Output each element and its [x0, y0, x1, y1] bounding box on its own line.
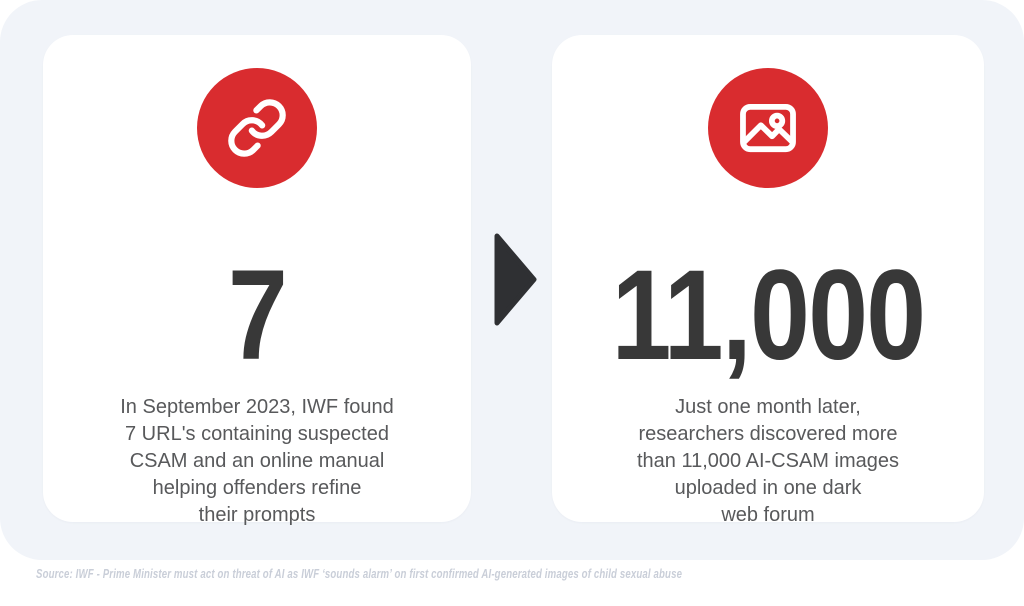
link-icon — [228, 99, 286, 157]
image-icon-badge — [708, 68, 828, 188]
image-icon — [740, 103, 796, 153]
stat-card-urls: 7 In September 2023, IWF found 7 URL's c… — [43, 35, 471, 526]
stat-description: In September 2023, IWF found 7 URL's con… — [120, 396, 394, 526]
link-icon-badge — [197, 68, 317, 188]
source-note: Source: IWF - Prime Minister must act on… — [36, 566, 683, 581]
background-panel: 7 In September 2023, IWF found 7 URL's c… — [0, 0, 1024, 560]
arrow-right-icon — [494, 233, 537, 326]
stat-number: 11,000 — [611, 244, 927, 387]
stat-description: Just one month later, researchers discov… — [637, 396, 899, 526]
stat-card-images: 11,000 Just one month later, researchers… — [552, 35, 984, 526]
stat-number: 7 — [227, 244, 288, 387]
